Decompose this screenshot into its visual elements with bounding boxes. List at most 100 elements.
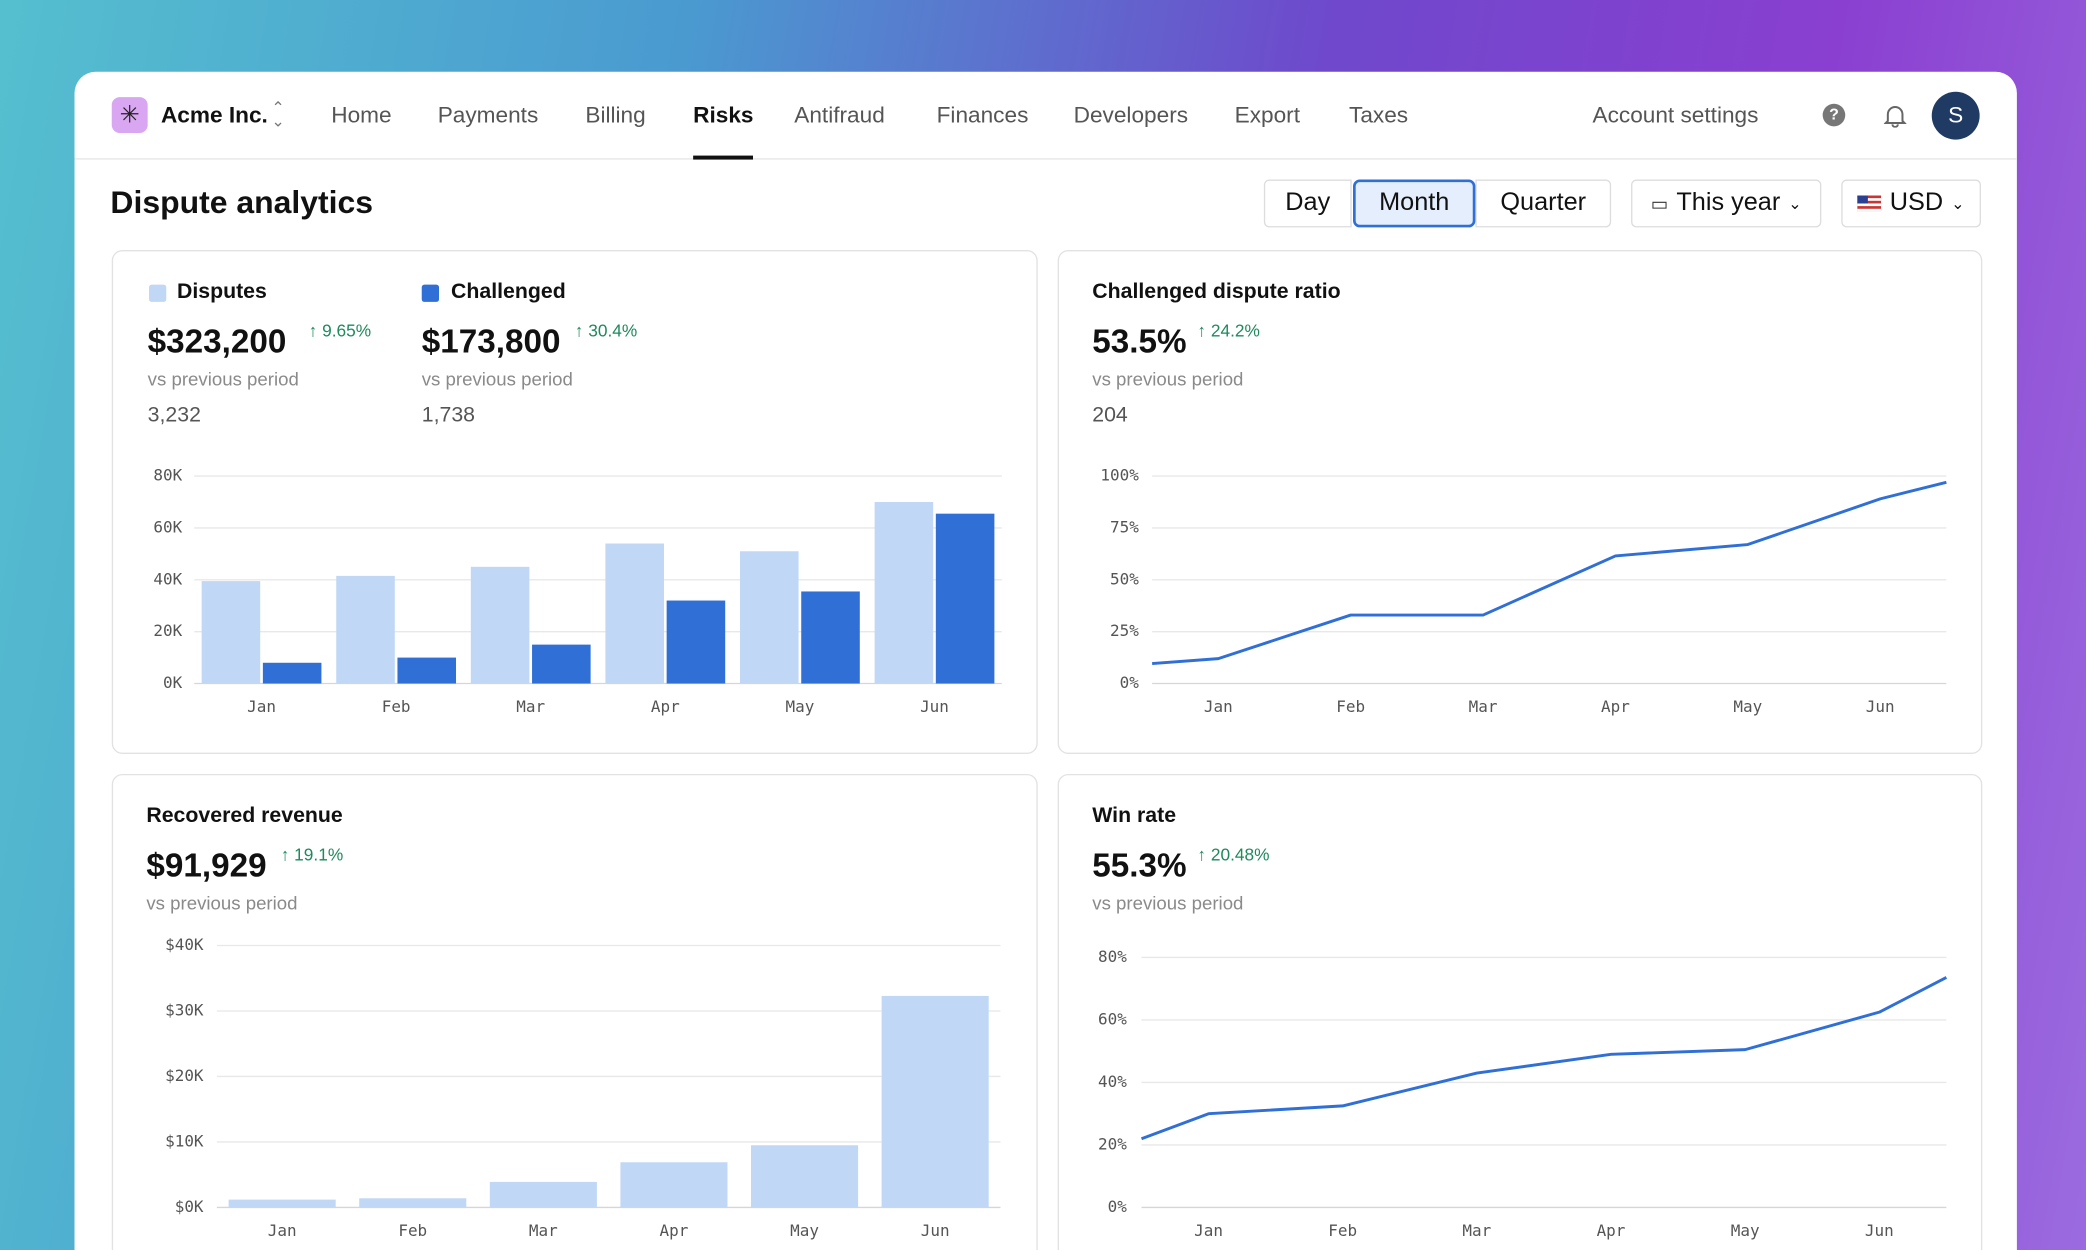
range-select[interactable]: ▭ This year ⌄ [1631, 179, 1822, 228]
x-tick-label: Jun [1866, 697, 1895, 716]
stat-count: 204 [1092, 404, 1128, 427]
bar [489, 1181, 597, 1208]
stat-value: 53.5% [1092, 323, 1187, 361]
nav-item[interactable]: Antifraud [794, 102, 885, 128]
x-tick-label: Apr [1601, 697, 1630, 716]
x-tick-label: Jan [268, 1221, 297, 1240]
bar [336, 575, 395, 684]
chart: 0% 20% 40% 60% 80% Jan Feb Mar Apr May Jun [1098, 947, 1948, 1240]
y-tick-label: 60% [1098, 1009, 1127, 1028]
panel: Disputes $323,200 ↑ 9.65% vs previous pe… [111, 250, 1038, 754]
x-tick-label: Jun [920, 697, 949, 716]
x-tick-label: Jan [247, 697, 276, 716]
nav-item[interactable]: Billing [585, 102, 646, 128]
stat-change: ↑ 19.1% [280, 844, 344, 865]
help-icon[interactable]: ? [1822, 103, 1846, 127]
x-tick-label: May [1733, 697, 1762, 716]
nav-item[interactable]: Developers [1073, 102, 1189, 128]
x-tick-label: Feb [398, 1221, 427, 1240]
org-name[interactable]: Acme Inc. [160, 102, 268, 128]
legend-label: Disputes [176, 280, 267, 304]
chart-title: Challenged dispute ratio [1092, 280, 1341, 304]
bar [620, 1162, 728, 1208]
y-tick-label: 25% [1110, 621, 1139, 640]
stat-change: ↑ 24.2% [1197, 320, 1260, 341]
x-tick-label: Jun [921, 1221, 950, 1240]
bar [935, 513, 995, 684]
period-option[interactable]: Day [1263, 179, 1352, 228]
chart: 0K 20K 40K 60K 80K Jan Feb Mar Apr May Jun [153, 466, 1002, 716]
legend-label: Challenged [451, 280, 566, 304]
x-tick-label: May [785, 697, 814, 716]
stat-note: vs previous period [147, 368, 299, 390]
stat-value: $91,929 [146, 847, 267, 885]
logo[interactable]: ✳ [111, 97, 148, 133]
x-tick-label: Jan [1204, 697, 1233, 716]
bar [740, 551, 799, 684]
bar [532, 644, 591, 684]
bell-icon[interactable] [1883, 104, 1907, 128]
x-tick-label: Apr [1597, 1221, 1626, 1240]
bar [228, 1199, 336, 1208]
y-tick-label: $30K [165, 1000, 204, 1019]
y-tick-label: $10K [165, 1131, 204, 1150]
y-tick-label: 0K [163, 673, 183, 692]
panel: Recovered revenue $91,929 ↑ 19.1% vs pre… [111, 773, 1038, 1250]
y-tick-label: 100% [1100, 466, 1139, 485]
line [1140, 976, 1948, 1141]
stat-change: ↑ 30.4% [574, 320, 638, 341]
nav-item[interactable]: Payments [437, 102, 539, 128]
avatar[interactable]: S [1931, 91, 1980, 140]
y-tick-label: 40K [153, 569, 182, 588]
change-text: 20.48% [1210, 844, 1270, 865]
y-tick-label: 80% [1098, 947, 1127, 966]
panel: Challenged dispute ratio 53.5% ↑ 24.2% v… [1057, 250, 1983, 754]
nav-item[interactable]: Export [1234, 102, 1300, 128]
stat-change: ↑ 9.65% [308, 320, 372, 341]
chart: 0% 25% 50% 75% 100% Jan Feb Mar Apr May Jun [1100, 466, 1947, 716]
account-settings[interactable]: Account settings [1592, 102, 1759, 128]
currency-select[interactable]: USD ⌄ [1841, 179, 1981, 228]
y-tick-label: 20% [1098, 1134, 1127, 1153]
x-tick-label: Apr [660, 1221, 689, 1240]
chart: $0K $10K $20K $30K $40K Jan Feb Mar Apr May Jun [165, 935, 1001, 1240]
bar [470, 566, 530, 684]
chart-title: Win rate [1092, 804, 1177, 828]
x-tick-label: Jun [1865, 1221, 1894, 1240]
nav-active-underline [693, 155, 754, 160]
stat-note: vs previous period [1092, 368, 1244, 390]
y-tick-label: 80K [153, 466, 182, 485]
nav-item[interactable]: Home [331, 102, 392, 128]
stat-change: ↑ 20.48% [1197, 844, 1270, 865]
y-tick-label: 0% [1108, 1197, 1128, 1216]
x-tick-label: Jan [1194, 1221, 1223, 1240]
x-tick-label: Feb [382, 697, 411, 716]
x-tick-label: May [1731, 1221, 1760, 1240]
period-option[interactable]: Month [1353, 179, 1476, 228]
bar [605, 543, 664, 684]
stat-note: vs previous period [1092, 892, 1244, 914]
y-tick-label: 40% [1098, 1072, 1127, 1091]
change-text: 9.65% [322, 320, 372, 341]
y-tick-label: 75% [1110, 517, 1139, 536]
flag [1857, 195, 1882, 212]
bar [666, 600, 726, 684]
legend-swatch [149, 284, 167, 302]
nav-item[interactable]: Taxes [1349, 102, 1409, 128]
bar [874, 501, 934, 684]
x-tick-label: Mar [1462, 1221, 1491, 1240]
change-text: 30.4% [588, 320, 638, 341]
line [1152, 480, 1947, 666]
nav-item[interactable]: Risks [693, 102, 754, 128]
org-chevron[interactable]: ⌃ ⌄ [271, 98, 285, 131]
stat-value: $173,800 [421, 323, 561, 361]
stat-count: 1,738 [421, 404, 476, 427]
bar [359, 1198, 467, 1208]
y-tick-label: $20K [165, 1066, 204, 1085]
stat-count: 3,232 [147, 404, 201, 427]
period-option[interactable]: Quarter [1475, 179, 1612, 228]
y-tick-label: 50% [1110, 569, 1139, 588]
change-text: 19.1% [294, 844, 344, 865]
nav-item[interactable]: Finances [936, 102, 1029, 128]
